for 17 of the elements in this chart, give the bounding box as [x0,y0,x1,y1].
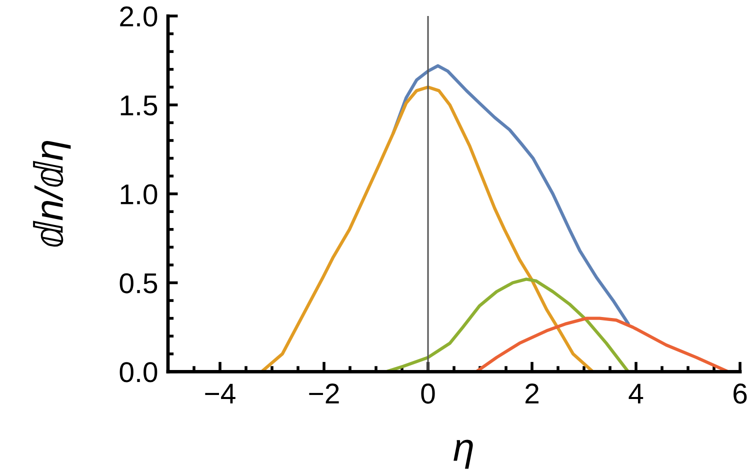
y-tick-label: 0.5 [120,273,158,294]
y-tick-label: 0.0 [120,362,158,382]
x-tick-label: 0 [421,384,435,404]
line-series [474,316,730,372]
y-tick-label: 1.0 [120,184,158,204]
y-tick-label: 1.5 [120,96,158,116]
x-tick-label: 4 [628,384,644,404]
x-tick-label: −4 [205,384,236,404]
y-axis-title: ⅆn/ⅆη [33,141,71,247]
x-axis-title: η [454,440,473,469]
x-tick-label: 2 [526,384,539,404]
line-series [392,64,630,326]
x-tick-label: 6 [734,384,747,404]
line-series [384,278,630,372]
line-series [260,86,594,372]
y-tick-label: 2.0 [120,6,158,27]
x-tick-label: −2 [309,384,339,404]
